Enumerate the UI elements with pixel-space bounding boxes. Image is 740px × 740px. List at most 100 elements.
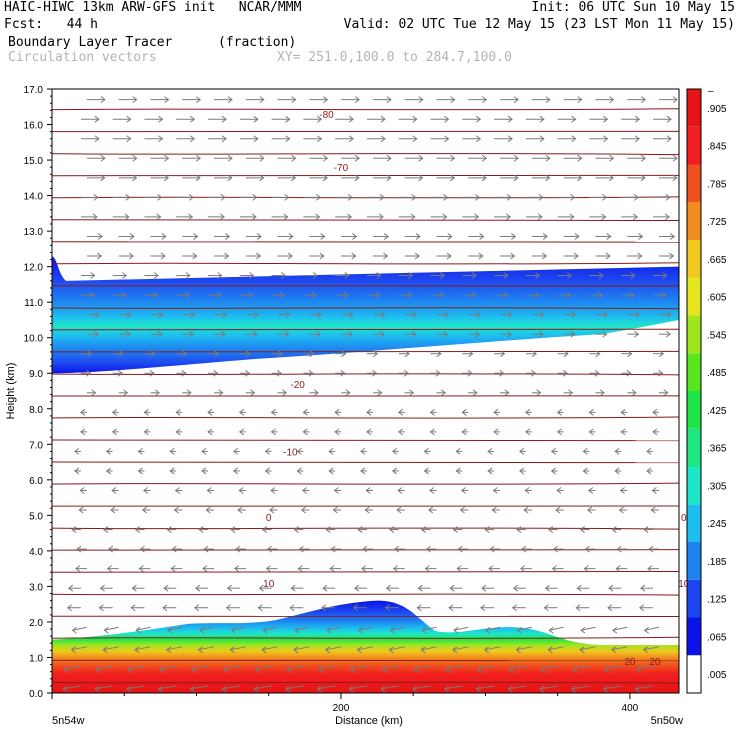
circulation-vector [294,626,310,631]
vector-arrowhead [297,565,303,573]
vector-arrowhead [412,685,418,693]
vector-arrowhead [372,350,379,358]
vector-arrowhead [550,467,556,475]
vector-arrowhead [286,665,292,673]
vector-arrowhead [174,487,180,494]
circulation-vector [422,626,437,631]
vector-arrowhead [288,233,294,240]
vector-arrowhead [602,330,608,338]
vector-arrowhead [93,330,99,338]
vector-arrowhead [538,330,544,338]
vector-arrowhead [627,350,633,358]
vector-arrowhead [449,174,456,182]
y-tick-label: 4.0 [29,547,43,558]
vector-arrowhead [317,311,323,319]
isotherm-label: 20 [649,657,661,668]
circulation-vector [539,685,558,690]
vector-arrowhead [480,604,486,612]
temperature-contour-layer [52,108,679,684]
isotherm-line [52,153,679,156]
vector-arrowhead [443,685,449,693]
circulation-vector [94,685,113,690]
vector-arrowhead [163,584,169,592]
vector-arrowhead [207,428,213,436]
vector-arrowhead [552,545,559,553]
vector-arrowhead [157,193,163,201]
vector-arrowhead [380,685,386,693]
field-units: (fraction) [218,35,297,50]
vector-arrowhead [91,389,97,397]
isotherm-label: -80 [319,110,334,121]
isotherm-line [52,350,679,353]
vector-arrowhead [661,291,667,299]
vector-arrowhead [524,487,530,494]
vector-arrowhead [134,646,140,654]
vector-arrowhead [164,154,170,162]
vector-arrowhead [366,428,372,436]
vector-arrowhead [572,665,578,673]
vector-arrowhead [609,154,615,162]
x-axis-right-endpoint: 5n50w [651,715,683,727]
x-axis-title: Distance (km) [335,715,403,727]
y-tick-label: 8.0 [29,405,43,416]
vector-arrowhead [206,487,212,494]
vector-arrowhead [270,428,276,436]
vector-arrowhead [416,604,422,612]
isotherm-line [52,262,679,265]
vector-arrowhead [366,408,372,416]
vector-arrowhead [420,526,427,533]
circulation-vector [71,646,87,651]
vector-arrowhead [383,233,390,240]
vector-arrowhead [642,646,648,654]
vector-arrowhead [525,428,531,436]
vector-arrowhead [599,389,605,397]
vector-label: Circulation vectors [8,50,157,65]
vector-arrowhead [620,428,626,436]
vector-arrowhead [201,467,207,475]
circulation-vector [191,665,209,670]
colorbar-label: .065 [707,632,727,643]
vector-arrowhead [444,115,450,123]
vector-arrowhead [412,115,418,123]
vector-arrowhead [418,96,424,104]
colorbar-label: .545 [707,330,727,341]
vector-arrowhead [323,154,329,162]
vector-arrowhead [638,233,644,240]
colorbar-label: .125 [707,595,727,606]
vector-arrowhead [135,626,141,634]
isotherm-label: 10 [678,579,690,590]
circulation-vector [477,665,495,670]
y-axis-title: Height (km) [5,363,17,420]
vector-arrowhead [448,604,454,612]
vector-arrowhead [153,272,159,279]
vector-arrowhead [226,584,233,592]
vector-arrowhead [640,584,646,592]
vector-arrowhead [481,584,487,592]
vector-arrowhead [487,448,493,455]
vector-arrowhead [540,665,546,673]
vector-arrowhead [652,428,658,436]
vector-arrowhead [502,291,508,299]
vector-arrowhead [158,115,164,123]
y-tick-label: 2.0 [29,618,43,629]
vector-arrowhead [662,272,668,279]
circulation-vector [350,665,368,670]
vector-arrowhead [475,311,482,319]
vector-arrowhead [579,526,585,533]
circulation-vector [159,665,177,670]
circulation-vector [262,646,278,651]
colorbar-label: .005 [707,670,727,681]
vector-arrowhead [354,174,360,182]
vector-arrowhead [525,408,531,416]
colorbar-swatch [687,542,701,580]
vector-arrowhead [312,272,318,279]
vector-arrowhead [665,330,671,338]
colorbar-label: .905 [707,104,727,115]
vector-arrowhead [566,272,573,279]
vector-arrowhead [253,685,259,693]
circulation-vector [285,685,304,690]
vector-arrowhead [611,526,617,533]
vector-arrowhead [157,330,163,338]
vector-arrowhead [186,389,192,397]
y-tick-label: 10.0 [24,334,44,345]
